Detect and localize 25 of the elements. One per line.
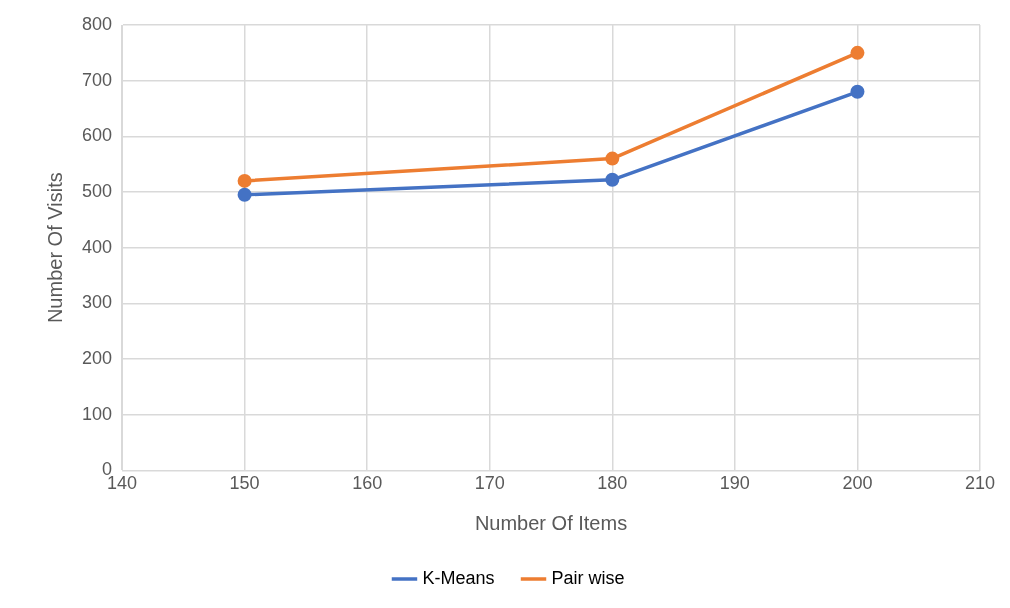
point [850,84,865,99]
x-axis-title: Number Of Items [474,511,628,534]
y-tick-label: 600 [81,125,113,146]
point [237,173,252,188]
y-tick-label: 100 [81,403,113,424]
x-tick-label: 160 [352,473,383,494]
y-tick-label: 500 [81,180,113,201]
y-tick-label: 200 [81,348,113,369]
y-axis-title: Number Of Visits [43,172,66,324]
y-tick-label: 400 [81,236,113,257]
x-tick-label: 180 [597,473,628,494]
x-tick-label: 190 [719,473,750,494]
y-tick-label: 300 [81,292,113,313]
x-tick-label: 210 [964,473,996,494]
y-tick-label: 700 [81,69,113,90]
x-tick-label: 170 [474,473,505,494]
x-tick-label: 200 [842,473,873,494]
point [605,151,620,166]
x-tick-label: 150 [229,473,260,494]
legend-label: Pair wise [551,567,625,588]
legend-label: K-Means [422,567,495,588]
point [605,172,620,187]
y-tick-label: 800 [81,13,113,34]
point [237,187,252,202]
point [850,45,865,60]
